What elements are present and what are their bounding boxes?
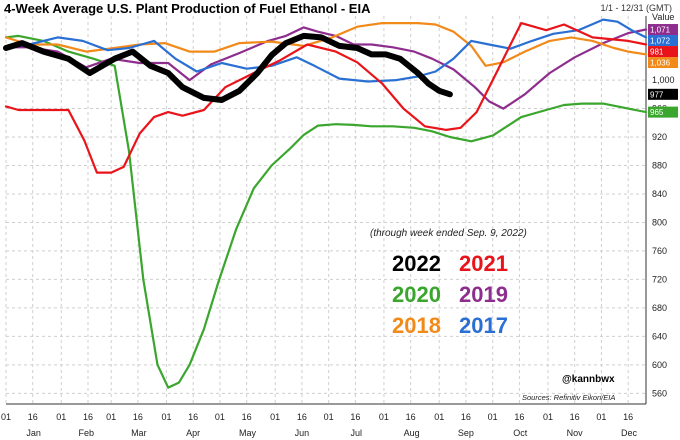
value-tag-2017 xyxy=(648,35,678,47)
chart-title: 4-Week Average U.S. Plant Production of … xyxy=(4,1,371,16)
x-tick-label: 01 xyxy=(596,412,606,422)
y-tick-label: 1,000 xyxy=(652,75,675,85)
x-tick-label: 16 xyxy=(83,412,93,422)
x-tick-label: 01 xyxy=(434,412,444,422)
x-tick-label: 01 xyxy=(270,412,280,422)
data-note: (through week ended Sep. 9, 2022) xyxy=(370,228,527,239)
value-tag-label-2022: 977 xyxy=(650,90,664,99)
author-credit: @kannbwx xyxy=(562,374,615,385)
value-tag-label-2017: 1,072 xyxy=(650,37,671,46)
y-tick-label: 800 xyxy=(652,217,667,227)
value-labels: 1,071 1,072 981 1,036 977 965 xyxy=(648,24,678,118)
month-label: Dec xyxy=(621,428,638,438)
y-tick-label: 640 xyxy=(652,331,667,341)
value-tag-label-2020: 965 xyxy=(650,108,664,117)
y-tick-label: 880 xyxy=(652,161,667,171)
source-note: Sources: Refinitiv Eikon/EIA xyxy=(522,393,615,402)
value-tag-label-2021: 981 xyxy=(650,48,664,57)
legend-2022: 2022 xyxy=(392,251,441,276)
x-tick-label: 16 xyxy=(406,412,416,422)
x-tick-label: 01 xyxy=(488,412,498,422)
x-tick-label: 16 xyxy=(350,412,360,422)
series-line-2018 xyxy=(4,22,648,67)
value-tag-label-2019: 1,071 xyxy=(650,26,671,35)
series-lines xyxy=(3,18,648,389)
x-tick-label: 16 xyxy=(514,412,524,422)
x-tick-label: 01 xyxy=(106,412,116,422)
month-label: Jul xyxy=(351,428,363,438)
x-tick-label: 16 xyxy=(570,412,580,422)
series-line-2022 xyxy=(3,32,453,103)
x-tick-label: 16 xyxy=(623,412,633,422)
y-tick-label: 560 xyxy=(652,388,667,398)
gridlines xyxy=(5,16,646,404)
legend-2019: 2019 xyxy=(459,282,508,307)
x-tick-label: 16 xyxy=(28,412,38,422)
x-tick-label: 01 xyxy=(56,412,66,422)
month-label: Apr xyxy=(186,428,200,438)
value-tag-2018 xyxy=(648,57,678,69)
x-tick-label: 01 xyxy=(379,412,389,422)
y-tick-label: 600 xyxy=(652,360,667,370)
x-tick-label: 16 xyxy=(461,412,471,422)
x-tick-label: 16 xyxy=(133,412,143,422)
y-tick-label: 840 xyxy=(652,189,667,199)
y-tick-label: 720 xyxy=(652,274,667,284)
legend-2018: 2018 xyxy=(392,313,441,338)
x-tick-label: 01 xyxy=(324,412,334,422)
value-tag-2020 xyxy=(648,106,678,118)
value-axis-label: Value xyxy=(652,12,674,22)
value-tag-label-2018: 1,036 xyxy=(650,59,671,68)
value-tag-2022 xyxy=(648,88,678,100)
series-line-2019 xyxy=(4,26,648,110)
month-label: Feb xyxy=(78,428,94,438)
x-tick-label: 16 xyxy=(242,412,252,422)
y-tick-label: 920 xyxy=(652,132,667,142)
legend-2021: 2021 xyxy=(459,251,508,276)
x-tick-label: 01 xyxy=(215,412,225,422)
value-tag-2019 xyxy=(648,24,678,36)
x-tick-label: 01 xyxy=(1,412,11,422)
month-label: Mar xyxy=(131,428,147,438)
month-label: Jan xyxy=(26,428,41,438)
x-tick-label: 16 xyxy=(188,412,198,422)
date-range-label: 1/1 - 12/31 (GMT) xyxy=(600,3,672,13)
month-label: Sep xyxy=(458,428,474,438)
x-tick-label: 01 xyxy=(543,412,553,422)
month-label: Oct xyxy=(513,428,528,438)
y-tick-label: 680 xyxy=(652,303,667,313)
x-tick-label: 01 xyxy=(161,412,171,422)
series-line-2017 xyxy=(4,18,648,83)
legend-2017: 2017 xyxy=(459,313,508,338)
value-tag-2021 xyxy=(648,46,678,58)
y-tick-label: 760 xyxy=(652,246,667,256)
series-line-2021 xyxy=(4,22,648,174)
x-tick-label: 16 xyxy=(297,412,307,422)
month-label: Jun xyxy=(295,428,310,438)
legend-2020: 2020 xyxy=(392,282,441,307)
month-label: Aug xyxy=(404,428,420,438)
month-label: May xyxy=(239,428,257,438)
month-label: Nov xyxy=(567,428,584,438)
series-line-2020 xyxy=(4,34,648,389)
